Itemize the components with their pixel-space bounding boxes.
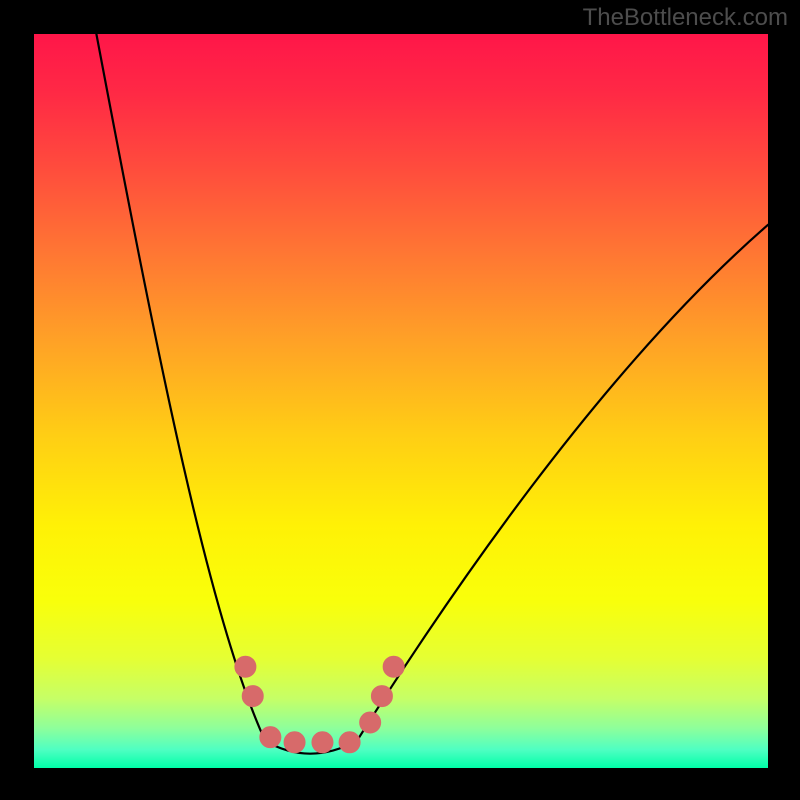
data-marker — [360, 712, 381, 733]
data-marker — [371, 686, 392, 707]
data-marker — [284, 732, 305, 753]
data-marker — [383, 656, 404, 677]
data-marker — [242, 686, 263, 707]
data-marker — [312, 732, 333, 753]
data-marker — [235, 656, 256, 677]
bottleneck-chart — [0, 0, 800, 800]
data-marker — [339, 732, 360, 753]
data-marker — [260, 727, 281, 748]
chart-gradient-background — [34, 34, 768, 768]
